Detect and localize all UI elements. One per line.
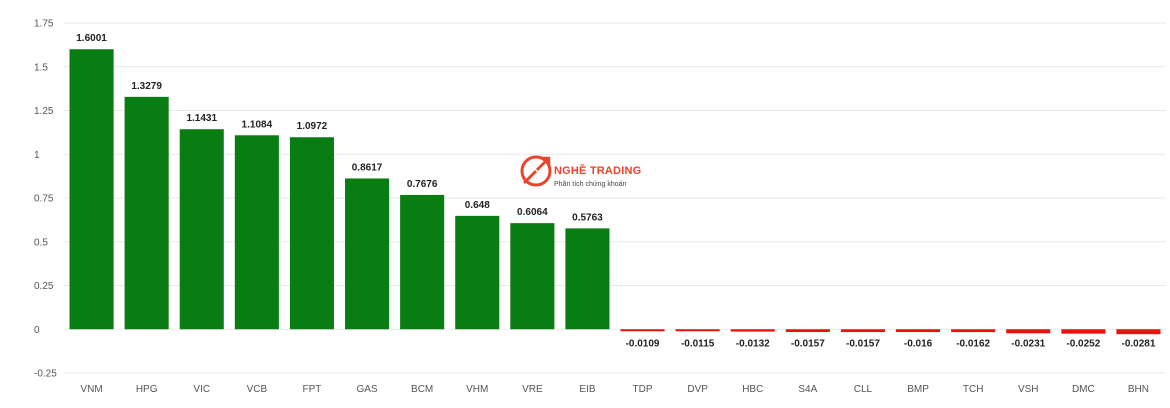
bar[interactable] bbox=[840, 329, 885, 332]
bar[interactable] bbox=[124, 96, 169, 330]
data-label: -0.0132 bbox=[736, 338, 770, 349]
x-tick-label: DMC bbox=[1072, 384, 1095, 395]
x-tick-label: BHN bbox=[1128, 384, 1149, 395]
bar[interactable] bbox=[951, 329, 996, 333]
y-tick-label: -0.25 bbox=[34, 369, 57, 380]
x-tick-label: HPG bbox=[136, 384, 158, 395]
bar[interactable] bbox=[675, 329, 720, 332]
bar[interactable] bbox=[896, 329, 941, 333]
bar[interactable] bbox=[620, 329, 665, 332]
data-label: 1.1431 bbox=[186, 113, 217, 124]
bar[interactable] bbox=[1006, 329, 1051, 334]
data-label: 0.6064 bbox=[517, 207, 548, 218]
bar[interactable] bbox=[730, 329, 775, 332]
data-label: 1.1084 bbox=[242, 119, 273, 130]
data-label: 0.7676 bbox=[407, 179, 438, 190]
chart-arrows-logo-icon bbox=[520, 155, 552, 187]
y-tick-label: 0.75 bbox=[34, 194, 54, 205]
x-tick-label: HBC bbox=[742, 384, 763, 395]
bar[interactable] bbox=[345, 178, 390, 330]
x-tick-label: CLL bbox=[854, 384, 873, 395]
x-tick-label: TCH bbox=[963, 384, 984, 395]
data-label: -0.0281 bbox=[1121, 338, 1155, 349]
bar[interactable] bbox=[179, 129, 224, 330]
bar[interactable] bbox=[400, 194, 445, 330]
y-tick-label: 1.25 bbox=[34, 106, 54, 117]
x-tick-label: TDP bbox=[633, 384, 653, 395]
bar[interactable] bbox=[1061, 329, 1106, 334]
x-tick-label: BCM bbox=[411, 384, 433, 395]
data-label: 1.6001 bbox=[76, 33, 107, 44]
x-tick-label: DVP bbox=[687, 384, 708, 395]
data-label: 1.3279 bbox=[131, 81, 162, 92]
bar[interactable] bbox=[69, 49, 114, 330]
grid-lines bbox=[64, 22, 1166, 374]
x-tick-label: GAS bbox=[356, 384, 377, 395]
data-label: 0.648 bbox=[465, 200, 490, 211]
y-axis: -0.25 0 0.25 0.5 0.75 1 1.25 1.5 1.75 bbox=[34, 19, 57, 380]
data-labels: 1.6001 1.3279 1.1431 1.1084 1.0972 0.8617 0.76… bbox=[76, 33, 1156, 349]
data-label: -0.016 bbox=[904, 338, 933, 349]
bar[interactable] bbox=[785, 329, 830, 332]
y-tick-label: 1.5 bbox=[34, 62, 48, 73]
data-label: -0.0157 bbox=[846, 338, 880, 349]
x-tick-label: FPT bbox=[303, 384, 322, 395]
x-tick-label: VRE bbox=[522, 384, 543, 395]
bar[interactable] bbox=[234, 135, 279, 330]
bar[interactable] bbox=[1116, 329, 1161, 335]
x-tick-label: VIC bbox=[193, 384, 210, 395]
data-label: -0.0109 bbox=[626, 338, 660, 349]
watermark-title: NGHỀ TRADING bbox=[554, 164, 641, 177]
y-tick-label: 0 bbox=[34, 325, 40, 336]
y-tick-label: 1 bbox=[34, 150, 40, 161]
bar[interactable] bbox=[510, 223, 555, 330]
watermark-logo: NGHỀ TRADING Phân tích chứng khoán bbox=[520, 155, 641, 188]
data-label: -0.0115 bbox=[681, 338, 715, 349]
data-label: 0.8617 bbox=[352, 162, 383, 173]
data-label: 1.0972 bbox=[297, 121, 328, 132]
x-tick-label: VSH bbox=[1018, 384, 1039, 395]
watermark-subtitle: Phân tích chứng khoán bbox=[554, 181, 627, 188]
y-tick-label: 1.75 bbox=[34, 19, 54, 30]
y-tick-label: 0.5 bbox=[34, 237, 48, 248]
x-tick-label: VCB bbox=[247, 384, 268, 395]
x-tick-label: BMP bbox=[907, 384, 929, 395]
x-tick-label: VNM bbox=[80, 384, 102, 395]
bar[interactable] bbox=[455, 215, 500, 330]
bars bbox=[69, 49, 1161, 335]
x-axis: VNM HPG VIC VCB FPT GAS BCM VHM VRE EIB TDP DVP HBC S… bbox=[80, 384, 1149, 395]
bar[interactable] bbox=[289, 137, 334, 330]
bar[interactable] bbox=[565, 228, 610, 330]
x-tick-label: VHM bbox=[466, 384, 488, 395]
y-tick-label: 0.25 bbox=[34, 281, 54, 292]
data-label: -0.0231 bbox=[1011, 338, 1045, 349]
data-label: 0.5763 bbox=[572, 212, 603, 223]
x-tick-label: EIB bbox=[579, 384, 595, 395]
data-label: -0.0157 bbox=[791, 338, 825, 349]
x-tick-label: S4A bbox=[798, 384, 817, 395]
data-label: -0.0252 bbox=[1066, 338, 1100, 349]
data-label: -0.0162 bbox=[956, 338, 990, 349]
